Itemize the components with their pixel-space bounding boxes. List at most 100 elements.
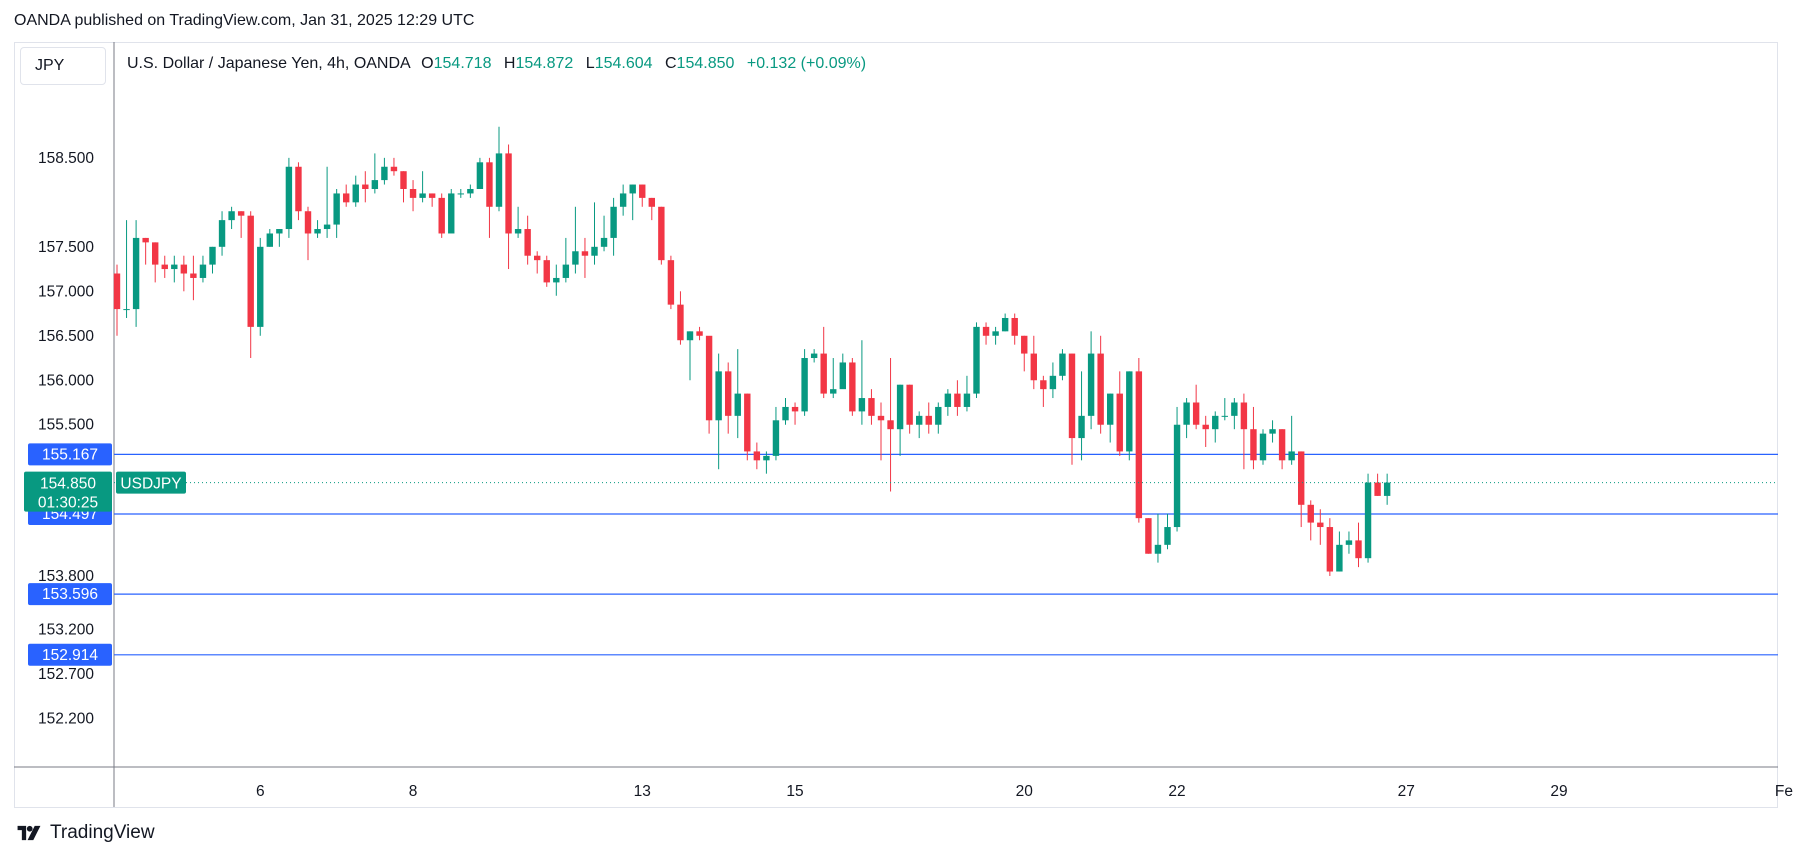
candle[interactable]	[1345, 531, 1353, 554]
candle[interactable]	[314, 220, 321, 238]
candle[interactable]	[1087, 331, 1095, 430]
candle[interactable]	[715, 353, 722, 470]
candle[interactable]	[982, 322, 990, 345]
candle[interactable]	[553, 264, 560, 296]
candle[interactable]	[600, 215, 608, 252]
symbol-search-button[interactable]: JPY	[20, 47, 106, 85]
candle[interactable]	[199, 255, 207, 283]
candle[interactable]	[505, 144, 512, 270]
candle[interactable]	[1154, 513, 1162, 563]
candle[interactable]	[782, 398, 789, 425]
candle[interactable]	[1288, 415, 1295, 465]
candle[interactable]	[629, 184, 636, 221]
candle[interactable]	[849, 358, 856, 416]
candle[interactable]	[371, 153, 379, 194]
candle[interactable]	[1030, 335, 1037, 390]
candle[interactable]	[906, 384, 913, 434]
candle[interactable]	[467, 184, 474, 198]
candle[interactable]	[610, 197, 617, 256]
candle[interactable]	[171, 255, 178, 283]
candle[interactable]	[810, 349, 818, 363]
candle[interactable]	[1183, 398, 1190, 439]
candle[interactable]	[476, 157, 484, 189]
candle[interactable]	[944, 389, 952, 416]
candle[interactable]	[1269, 420, 1276, 443]
candle[interactable]	[1097, 335, 1104, 434]
candle[interactable]	[152, 242, 159, 283]
candle[interactable]	[1126, 371, 1133, 461]
candle[interactable]	[266, 229, 273, 247]
candle[interactable]	[1259, 429, 1267, 465]
candle[interactable]	[973, 322, 980, 399]
candle[interactable]	[1078, 371, 1085, 461]
candle[interactable]	[772, 406, 780, 461]
candle[interactable]	[1364, 473, 1372, 563]
candle[interactable]	[954, 380, 961, 416]
candle[interactable]	[428, 193, 436, 207]
candle[interactable]	[1068, 353, 1076, 465]
candle[interactable]	[1135, 358, 1143, 523]
candle[interactable]	[1049, 362, 1057, 399]
candle[interactable]	[562, 237, 570, 283]
candle[interactable]	[935, 402, 942, 434]
candle[interactable]	[648, 197, 655, 221]
candle[interactable]	[1164, 513, 1171, 550]
candle[interactable]	[123, 220, 130, 318]
candle[interactable]	[839, 353, 846, 390]
candle[interactable]	[514, 206, 522, 238]
candle[interactable]	[180, 255, 188, 292]
candle[interactable]	[524, 215, 531, 265]
candle[interactable]	[916, 411, 923, 439]
candle[interactable]	[992, 326, 999, 345]
footer-brand[interactable]: TradingView	[14, 822, 155, 844]
candle[interactable]	[543, 255, 550, 287]
candle[interactable]	[352, 175, 359, 207]
candle[interactable]	[390, 157, 398, 176]
candle[interactable]	[257, 237, 264, 336]
candle[interactable]	[1107, 393, 1114, 443]
candle[interactable]	[209, 246, 216, 274]
candle[interactable]	[896, 384, 904, 456]
candle[interactable]	[677, 291, 684, 345]
candle[interactable]	[1250, 406, 1257, 470]
candle[interactable]	[113, 264, 121, 336]
candle[interactable]	[1326, 518, 1334, 576]
candle[interactable]	[725, 362, 732, 434]
candle[interactable]	[132, 220, 140, 327]
candle[interactable]	[1001, 313, 1009, 332]
candle[interactable]	[333, 188, 340, 238]
candle[interactable]	[887, 358, 894, 492]
candle[interactable]	[705, 335, 713, 434]
candle[interactable]	[686, 331, 694, 381]
candle[interactable]	[304, 206, 312, 261]
candle[interactable]	[285, 157, 293, 238]
candle[interactable]	[409, 180, 417, 212]
candle[interactable]	[830, 358, 837, 399]
candle[interactable]	[438, 193, 445, 238]
candle[interactable]	[237, 211, 245, 238]
candle[interactable]	[190, 255, 197, 301]
candle[interactable]	[591, 202, 598, 265]
candle[interactable]	[667, 255, 675, 310]
candle[interactable]	[534, 251, 541, 274]
candle[interactable]	[218, 211, 226, 256]
candle[interactable]	[276, 229, 283, 247]
candle[interactable]	[362, 171, 369, 203]
candle[interactable]	[820, 326, 827, 399]
candle[interactable]	[639, 184, 646, 207]
candle[interactable]	[753, 442, 761, 470]
candle[interactable]	[791, 402, 799, 425]
candle[interactable]	[1116, 371, 1123, 456]
candle[interactable]	[1173, 406, 1181, 532]
candle[interactable]	[1221, 398, 1228, 421]
candle[interactable]	[963, 375, 971, 412]
candle[interactable]	[1021, 335, 1028, 372]
candle[interactable]	[696, 326, 703, 341]
candle[interactable]	[457, 188, 464, 198]
candle[interactable]	[1192, 384, 1200, 430]
candle[interactable]	[247, 211, 254, 359]
candle[interactable]	[801, 349, 808, 416]
candle[interactable]	[381, 157, 388, 185]
candle[interactable]	[619, 184, 627, 216]
